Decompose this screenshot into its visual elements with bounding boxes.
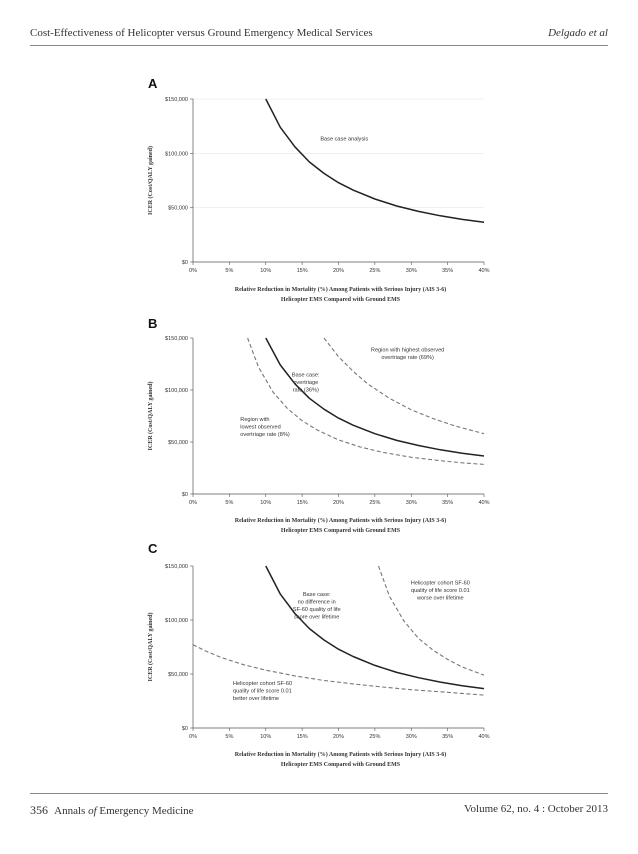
x-tick-label: 35% [442, 268, 453, 274]
y-tick-label: $50,000 [168, 206, 188, 212]
x-axis-title: Relative Reduction in Mortality (%) Amon… [235, 517, 447, 524]
y-tick-label: $150,000 [165, 336, 188, 342]
x-tick-label: 35% [442, 734, 453, 740]
y-tick-label: $100,000 [165, 618, 188, 624]
y-tick-label: $150,000 [165, 564, 188, 570]
running-authors: Delgado et al [548, 27, 608, 39]
annotation-text: no difference in [298, 600, 336, 606]
x-tick-label: 20% [333, 734, 344, 740]
x-tick-label: 35% [442, 500, 453, 506]
x-tick-label: 20% [333, 500, 344, 506]
x-tick-label: 25% [369, 268, 380, 274]
y-tick-label: $50,000 [168, 440, 188, 446]
header-rule [30, 45, 608, 46]
x-axis-title: Relative Reduction in Mortality (%) Amon… [235, 286, 447, 293]
x-axis-title-line2: Helicopter EMS Compared with Ground EMS [281, 528, 401, 534]
panel-label: B [148, 316, 157, 331]
dashed-series-line [192, 644, 485, 696]
dashed-series-line [377, 565, 485, 676]
y-axis-title: ICER (Cost/QALY gained) [147, 382, 154, 451]
journal-name-of: of [88, 805, 97, 817]
annotation-text: quality of life score 0.01 [233, 688, 292, 694]
solid-series-line [265, 337, 485, 457]
x-tick-label: 20% [333, 268, 344, 274]
x-tick-label: 5% [225, 500, 233, 506]
x-tick-label: 15% [297, 268, 308, 274]
y-tick-label: $50,000 [168, 672, 188, 678]
footer-volume: Volume 62, no. 4 : October 2013 [463, 803, 608, 815]
x-tick-label: 25% [369, 500, 380, 506]
annotation-text: Base case: [292, 372, 320, 378]
annotation-text: SF-60 quality of life [293, 607, 341, 613]
x-axis-title-line2: Helicopter EMS Compared with Ground EMS [281, 762, 401, 768]
x-tick-label: 10% [260, 734, 271, 740]
dashed-series-line [247, 337, 485, 465]
x-tick-label: 15% [297, 500, 308, 506]
x-tick-label: 25% [369, 734, 380, 740]
footer-rule [30, 793, 608, 794]
x-tick-label: 10% [260, 268, 271, 274]
x-tick-label: 30% [406, 500, 417, 506]
annotation-text: lowest observed [240, 425, 280, 431]
annotation-text: overtriage rate (69%) [381, 355, 434, 361]
annotation-text: rate (36%) [293, 387, 319, 393]
x-axis-title-line2: Helicopter EMS Compared with Ground EMS [281, 297, 401, 303]
annotation-text: Helicopter cohort SF-60 [233, 681, 292, 687]
y-axis-title: ICER (Cost/QALY gained) [147, 613, 154, 682]
footer-journal: 356 Annals of Emergency Medicine [30, 803, 194, 818]
x-tick-label: 10% [260, 500, 271, 506]
x-axis-title: Relative Reduction in Mortality (%) Amon… [235, 751, 447, 758]
y-tick-label: $150,000 [165, 97, 188, 103]
y-tick-label: $100,000 [165, 388, 188, 394]
x-tick-label: 30% [406, 268, 417, 274]
solid-series-line [265, 98, 485, 224]
annotation-text: overtriage rate (8%) [240, 432, 290, 438]
annotation-text: Base case: [303, 592, 331, 598]
journal-name-a: Annals [54, 805, 86, 817]
x-tick-label: 5% [225, 268, 233, 274]
annotation-text: Region with highest observed [371, 348, 444, 354]
x-tick-label: 5% [225, 734, 233, 740]
y-axis-title: ICER (Cost/QALY gained) [147, 146, 154, 215]
y-tick-label: $0 [182, 492, 188, 498]
x-tick-label: 40% [478, 734, 489, 740]
annotation-text: better over lifetime [233, 696, 279, 702]
x-tick-label: 40% [478, 500, 489, 506]
panel-label: C [148, 541, 158, 556]
y-tick-label: $0 [182, 726, 188, 732]
annotation-text: quality of life score 0.01 [411, 588, 470, 594]
annotation-text: Helicopter cohort SF-60 [411, 580, 470, 586]
x-tick-label: 15% [297, 734, 308, 740]
dashed-series-line [323, 337, 485, 435]
page-number: 356 [30, 803, 48, 817]
x-tick-label: 30% [406, 734, 417, 740]
journal-name-b: Emergency Medicine [99, 805, 194, 817]
annotation-text: overtriage [293, 380, 318, 386]
annotation-text: Region with [240, 417, 269, 423]
annotation-text: worse over lifetime [416, 595, 464, 601]
x-tick-label: 0% [189, 500, 197, 506]
solid-series-line [265, 565, 485, 690]
x-tick-label: 0% [189, 734, 197, 740]
y-tick-label: $100,000 [165, 151, 188, 157]
x-tick-label: 40% [478, 268, 489, 274]
x-tick-label: 0% [189, 268, 197, 274]
y-tick-label: $0 [182, 260, 188, 266]
running-title: Cost-Effectiveness of Helicopter versus … [30, 27, 373, 39]
annotation-text: score over lifetime [294, 615, 339, 621]
annotation-text: Base case analysis [320, 136, 368, 142]
panel-label: A [148, 76, 158, 91]
